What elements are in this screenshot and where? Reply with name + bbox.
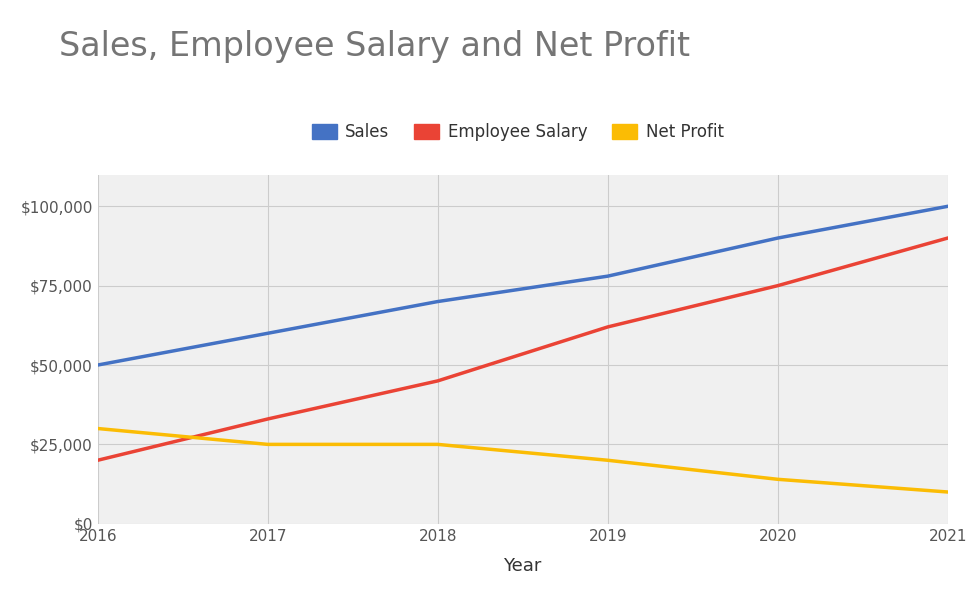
Net Profit bbox=[262, 441, 274, 448]
Employee Salary bbox=[432, 377, 444, 385]
Sales bbox=[432, 298, 444, 305]
Net Profit bbox=[92, 425, 104, 432]
Sales bbox=[602, 273, 614, 280]
Sales bbox=[262, 330, 274, 337]
X-axis label: Year: Year bbox=[503, 557, 542, 576]
Net Profit bbox=[942, 488, 954, 495]
Sales bbox=[92, 361, 104, 368]
Line: Sales: Sales bbox=[98, 206, 948, 365]
Employee Salary bbox=[942, 234, 954, 241]
Net Profit bbox=[432, 441, 444, 448]
Net Profit bbox=[772, 476, 784, 483]
Net Profit bbox=[602, 457, 614, 464]
Sales bbox=[772, 234, 784, 241]
Line: Employee Salary: Employee Salary bbox=[98, 238, 948, 461]
Employee Salary bbox=[602, 323, 614, 330]
Text: Sales, Employee Salary and Net Profit: Sales, Employee Salary and Net Profit bbox=[59, 30, 690, 63]
Employee Salary bbox=[262, 415, 274, 423]
Sales bbox=[942, 203, 954, 210]
Employee Salary bbox=[772, 282, 784, 290]
Legend: Sales, Employee Salary, Net Profit: Sales, Employee Salary, Net Profit bbox=[305, 117, 731, 148]
Employee Salary bbox=[92, 457, 104, 464]
Line: Net Profit: Net Profit bbox=[98, 429, 948, 492]
